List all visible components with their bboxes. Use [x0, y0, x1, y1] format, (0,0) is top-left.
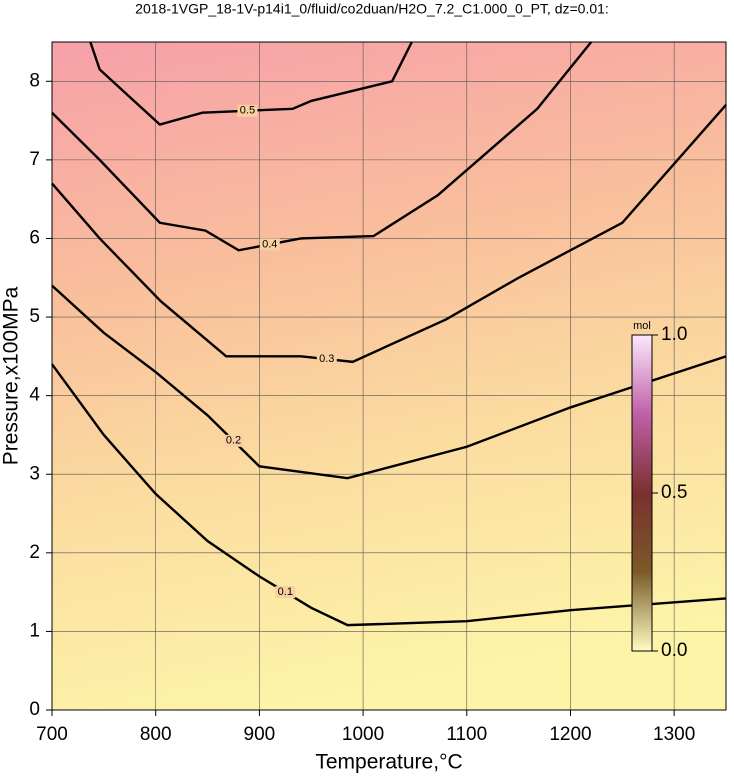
y-tick-label: 2: [29, 542, 40, 563]
contour-label-bg: [316, 353, 337, 366]
x-tick-label: 700: [36, 724, 68, 745]
y-tick-label: 6: [29, 227, 40, 248]
colorbar-label: mol: [633, 320, 651, 332]
contour-line: [51, 284, 727, 480]
contour-label-bg: [275, 586, 296, 599]
x-tick-label: 900: [244, 724, 276, 745]
contour-label: 0.1: [278, 586, 293, 598]
y-tick-label: 1: [29, 620, 40, 641]
y-tick-label: 4: [29, 385, 40, 406]
contour-label: 0.4: [262, 238, 277, 250]
colorbar-tick-label: 0.0: [661, 640, 687, 661]
x-axis-label: Temperature,°C: [315, 751, 462, 774]
y-tick-label: 3: [29, 463, 40, 484]
y-tick-label: 0: [29, 699, 40, 720]
x-tick-label: 1300: [653, 724, 695, 745]
contour-label: 0.2: [226, 435, 241, 447]
colorbar: [631, 334, 653, 652]
heatmap: [52, 42, 726, 710]
y-tick-label: 7: [29, 149, 40, 170]
contour-label-bg: [237, 104, 258, 117]
plot-frame: [51, 41, 727, 711]
x-tick-label: 1200: [549, 724, 591, 745]
colorbar-tick-label: 0.5: [661, 482, 687, 503]
x-tick-label: 1100: [446, 724, 487, 745]
contour-label-bg: [259, 238, 280, 251]
x-tick-label: 1000: [342, 724, 384, 745]
contour-label: 0.5: [240, 105, 255, 117]
chart-title: 2018-1VGP_18-1V-p14i1_0/fluid/co2duan/H2…: [135, 1, 609, 17]
contour-label: 0.3: [319, 353, 334, 365]
contour-label-bg: [223, 434, 244, 447]
y-axis-label: Pressure,x100MPa: [0, 286, 23, 465]
y-tick-label: 8: [29, 70, 40, 91]
colorbar-tick-label: 1.0: [661, 324, 687, 345]
x-tick-label: 800: [140, 724, 172, 745]
y-tick-label: 5: [29, 306, 40, 327]
